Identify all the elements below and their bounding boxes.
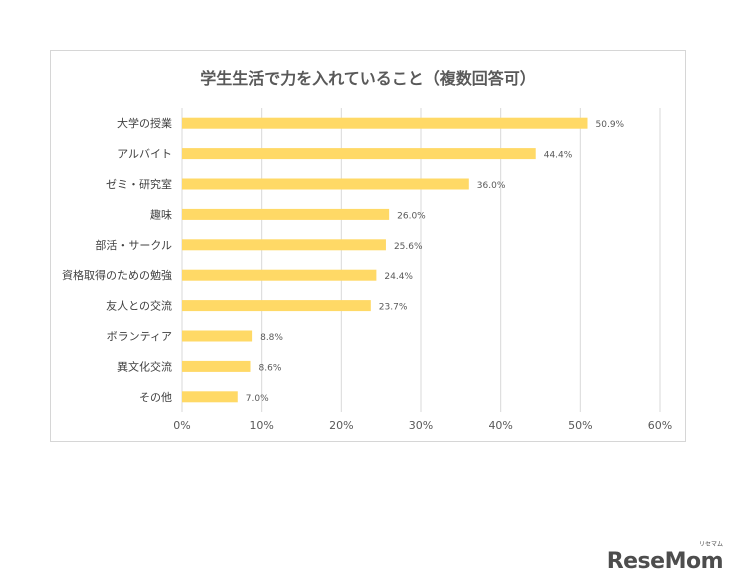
data-label: 23.7% [379, 303, 408, 313]
category-label: 資格取得のための勉強 [62, 268, 172, 282]
bar [182, 178, 469, 190]
category-label: 趣味 [150, 207, 172, 221]
category-label: アルバイト [117, 148, 172, 161]
bar [182, 148, 536, 160]
category-label: その他 [139, 391, 172, 404]
logo-subtext: リセマム [698, 541, 723, 548]
data-label: 7.0% [246, 394, 269, 404]
x-tick-label: 60% [648, 419, 672, 432]
chart-frame: 学生生活で力を入れていること（複数回答可） 0% 10% 20% 30% 40% 50% 6… [50, 50, 686, 442]
bar [182, 117, 588, 129]
data-label: 50.9% [596, 120, 625, 130]
x-tick-label: 50% [568, 419, 592, 432]
bar [182, 330, 253, 342]
data-label: 44.4% [544, 151, 573, 161]
data-label: 8.6% [259, 363, 282, 373]
x-tick-label: 20% [329, 419, 353, 432]
category-label: ゼミ・研究室 [106, 177, 172, 191]
data-label: 8.8% [260, 333, 283, 343]
data-label: 26.0% [397, 211, 426, 221]
data-label: 24.4% [384, 272, 413, 282]
category-label: 大学の授業 [117, 116, 172, 130]
bar-chart: 0% 10% 20% 30% 40% 50% 60% 大学の授業 50.9% アルバイト 44.4%… [62, 108, 672, 432]
bar [182, 208, 390, 220]
bar [182, 360, 251, 372]
x-tick-label: 0% [173, 419, 190, 432]
bar [182, 269, 377, 281]
resemom-logo: ReseMom [606, 549, 724, 574]
data-label: 25.6% [394, 242, 423, 252]
data-label: 36.0% [477, 181, 506, 191]
category-label: 異文化交流 [117, 359, 172, 373]
x-tick-label: 30% [409, 419, 433, 432]
bar [182, 391, 238, 403]
x-tick-label: 40% [488, 419, 512, 432]
bar [182, 300, 371, 312]
bar [182, 239, 386, 251]
category-label: 部活・サークル [95, 238, 172, 252]
x-tick-label: 10% [249, 419, 273, 432]
category-label: ボランティア [107, 330, 172, 343]
category-label: 友人との交流 [106, 299, 172, 313]
chart-title: 学生生活で力を入れていること（複数回答可） [200, 69, 536, 88]
